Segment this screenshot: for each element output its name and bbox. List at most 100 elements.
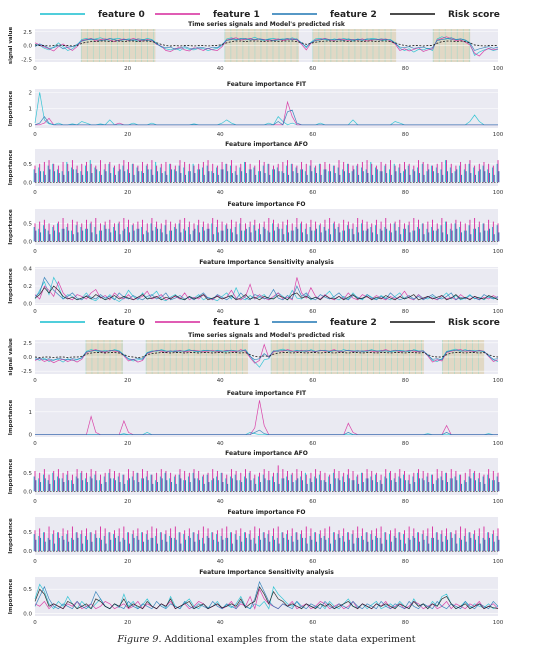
x-tick-label: 20 (124, 378, 131, 384)
x-tick-label: 0 (33, 309, 37, 315)
x-tick-label: 100 (493, 66, 504, 72)
x-tick-label: 100 (493, 559, 504, 565)
y-axis-label: Importance (8, 459, 14, 495)
x-tick-label: 0 (33, 620, 37, 626)
y-tick-label: 0.5 (23, 530, 32, 536)
y-tick-label: -2.5 (21, 57, 32, 63)
x-tick-label: 40 (217, 559, 224, 565)
x-tick-label: 40 (217, 249, 224, 255)
x-tick-label: 100 (493, 620, 504, 626)
y-tick-label: 0.0 (23, 180, 32, 186)
chart-panel-3: Feature importance AFO 0.5 0.00 20 40 60 80 100… (8, 141, 504, 196)
x-tick-label: 60 (309, 249, 316, 255)
x-tick-label: 60 (309, 378, 316, 384)
x-tick-label: 80 (402, 66, 409, 72)
x-tick-label: 20 (124, 249, 131, 255)
legend-label-feature-1: feature 1 (213, 10, 260, 20)
legend-label-feature-0: feature 0 (98, 10, 145, 20)
y-axis-label: Importance (8, 91, 14, 127)
chart-title: Feature importance FO (227, 201, 305, 208)
x-tick-label: 60 (309, 132, 316, 138)
legend-label-risk-score: Risk score (448, 318, 500, 328)
y-axis-label: signal value (8, 338, 14, 376)
x-tick-label: 60 (309, 441, 316, 447)
y-tick-label: 2.5 (23, 30, 32, 36)
y-tick-label: 0.5 (23, 587, 32, 593)
x-tick-label: 100 (493, 132, 504, 138)
y-tick-label: 0.0 (23, 301, 32, 307)
x-tick-label: 80 (402, 559, 409, 565)
x-tick-label: 40 (217, 441, 224, 447)
y-axis-label: signal value (8, 27, 14, 65)
legend-label-feature-0: feature 0 (98, 318, 145, 328)
y-axis-label: Importance (8, 209, 14, 245)
y-axis-label: Importance (8, 400, 14, 436)
y-axis-label: Importance (8, 518, 14, 554)
chart-panel-9: Feature importance FO 0.5 0.00 20 40 60 80 100 I… (8, 509, 504, 565)
chart-panel-8: Feature importance AFO 0.5 0.00 20 40 60 80 100… (8, 450, 504, 505)
x-tick-label: 80 (402, 499, 409, 505)
chart-title: Time series signals and Model's predicte… (188, 332, 346, 339)
chart-panel-5: Feature Importance Sensitivity analysis 0… (8, 259, 504, 315)
y-tick-label: 0.5 (23, 471, 32, 477)
x-tick-label: 80 (402, 132, 409, 138)
chart-panel-4: Feature importance FO 0.5 0.00 20 40 60 80 100 I… (8, 201, 504, 255)
legend-label-feature-2: feature 2 (330, 10, 377, 20)
x-tick-label: 80 (402, 190, 409, 196)
chart-title: Feature Importance Sensitivity analysis (199, 569, 334, 576)
x-tick-label: 60 (309, 499, 316, 505)
x-tick-label: 0 (33, 66, 37, 72)
y-axis-label: Importance (8, 268, 14, 304)
x-tick-label: 0 (33, 378, 37, 384)
legend-label-feature-2: feature 2 (330, 318, 377, 328)
y-tick-label: 0 (29, 433, 33, 439)
x-tick-label: 80 (402, 249, 409, 255)
figure-caption-text: Additional examples from the state data … (165, 634, 416, 645)
x-tick-label: 40 (217, 378, 224, 384)
chart-title: Time series signals and Model's predicte… (188, 21, 346, 28)
figure-caption-label: Figure 9. (117, 634, 161, 645)
y-tick-label: 0.0 (23, 44, 32, 50)
y-tick-label: 1 (29, 410, 33, 416)
y-tick-label: 0.5 (23, 221, 32, 227)
x-tick-label: 0 (33, 441, 37, 447)
x-tick-label: 20 (124, 441, 131, 447)
chart-title: Feature Importance Sensitivity analysis (199, 259, 334, 266)
chart-title: Feature importance AFO (225, 141, 308, 148)
chart-panel-1: feature 0 feature 1 feature 2 Risk score Tim… (8, 10, 504, 72)
y-tick-label: 0.2 (23, 284, 32, 290)
y-tick-label: 0.4 (23, 267, 32, 273)
x-tick-label: 60 (309, 190, 316, 196)
x-tick-label: 80 (402, 309, 409, 315)
x-tick-label: 80 (402, 620, 409, 626)
legend-label-risk-score: Risk score (448, 10, 500, 20)
figure-caption: Figure 9. Additional examples from the s… (0, 634, 533, 645)
plot-area (35, 398, 498, 437)
x-tick-label: 20 (124, 190, 131, 196)
y-tick-label: 0.0 (23, 355, 32, 361)
x-tick-label: 80 (402, 441, 409, 447)
chart-panel-10: Feature Importance Sensitivity analysis 0… (8, 569, 504, 626)
x-tick-label: 40 (217, 499, 224, 505)
x-tick-label: 60 (309, 559, 316, 565)
y-tick-label: -2.5 (21, 369, 32, 375)
x-tick-label: 100 (493, 378, 504, 384)
x-tick-label: 100 (493, 499, 504, 505)
x-tick-label: 20 (124, 132, 131, 138)
x-tick-label: 40 (217, 132, 224, 138)
x-tick-label: 20 (124, 559, 131, 565)
chart-panel-6: feature 0 feature 1 feature 2 Risk score Tim… (8, 318, 504, 384)
x-tick-label: 100 (493, 249, 504, 255)
x-tick-label: 0 (33, 499, 37, 505)
y-tick-label: 1 (29, 107, 33, 113)
figure-canvas: feature 0 feature 1 feature 2 Risk score Tim… (0, 0, 533, 632)
chart-legend: feature 0 feature 1 feature 2 Risk score (40, 318, 500, 328)
x-tick-label: 20 (124, 66, 131, 72)
x-tick-label: 0 (33, 190, 37, 196)
chart-title: Feature importance FIT (227, 81, 307, 88)
x-tick-label: 60 (309, 620, 316, 626)
x-tick-label: 80 (402, 378, 409, 384)
x-tick-label: 0 (33, 249, 37, 255)
y-tick-label: 0 (29, 123, 33, 129)
